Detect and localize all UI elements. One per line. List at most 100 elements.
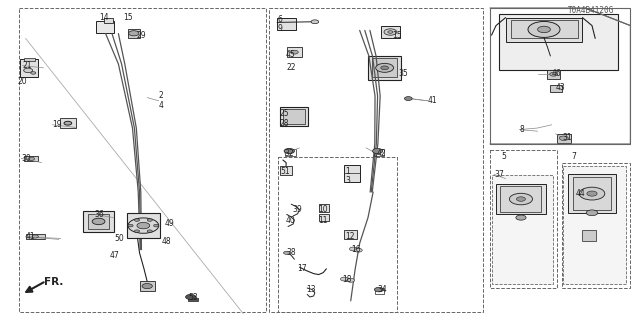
Bar	[24, 156, 38, 161]
Text: 34: 34	[378, 285, 387, 294]
Bar	[287, 47, 302, 57]
Bar	[492, 175, 553, 284]
Bar	[573, 177, 611, 210]
Circle shape	[137, 222, 150, 229]
Text: 4: 4	[159, 101, 164, 110]
Bar	[550, 85, 562, 92]
Bar	[285, 149, 296, 156]
Text: 12: 12	[346, 232, 355, 241]
Text: 36: 36	[95, 210, 104, 219]
Circle shape	[381, 66, 388, 70]
Text: 7: 7	[571, 152, 576, 161]
Circle shape	[579, 187, 605, 200]
Circle shape	[128, 224, 133, 227]
Bar	[127, 213, 160, 238]
Circle shape	[32, 235, 38, 238]
Text: 42: 42	[376, 149, 386, 158]
Bar	[88, 214, 109, 229]
Text: 53: 53	[189, 293, 198, 302]
Text: 22: 22	[286, 63, 296, 72]
Circle shape	[64, 121, 72, 125]
Circle shape	[516, 197, 525, 201]
Bar	[368, 56, 401, 80]
Text: 48: 48	[161, 237, 171, 246]
Bar	[568, 174, 616, 213]
Bar	[500, 186, 541, 212]
Circle shape	[129, 31, 139, 36]
Circle shape	[186, 294, 196, 300]
Circle shape	[142, 284, 152, 289]
Circle shape	[376, 63, 394, 72]
Circle shape	[374, 287, 383, 292]
Bar	[188, 298, 198, 301]
Bar	[582, 230, 596, 241]
Bar	[499, 14, 618, 70]
Text: 41: 41	[26, 232, 35, 241]
Text: 3: 3	[346, 176, 351, 185]
Bar	[278, 157, 397, 312]
Circle shape	[31, 72, 36, 74]
Text: 25: 25	[280, 109, 289, 118]
Text: 17: 17	[298, 264, 307, 273]
Circle shape	[154, 224, 159, 227]
Text: 13: 13	[306, 285, 316, 294]
Text: 39: 39	[292, 205, 302, 214]
Text: 41: 41	[428, 96, 437, 105]
Bar	[506, 18, 582, 42]
Circle shape	[311, 20, 319, 24]
Bar	[372, 58, 397, 77]
Bar	[96, 21, 114, 33]
Text: 28: 28	[280, 119, 289, 128]
Bar	[344, 230, 357, 239]
Circle shape	[28, 157, 35, 160]
Bar	[20, 59, 38, 77]
Text: 15: 15	[124, 13, 133, 22]
Circle shape	[349, 247, 357, 251]
Text: 18: 18	[342, 276, 352, 284]
Bar	[104, 18, 113, 23]
Circle shape	[291, 50, 298, 54]
Bar	[269, 8, 483, 312]
Text: 43: 43	[556, 84, 565, 92]
Circle shape	[587, 191, 597, 196]
Bar	[381, 26, 400, 38]
Bar	[375, 288, 384, 294]
Text: 44: 44	[576, 189, 586, 198]
Circle shape	[147, 219, 152, 221]
Bar	[490, 150, 557, 288]
Bar	[511, 20, 578, 38]
Bar	[557, 134, 571, 143]
Circle shape	[340, 277, 348, 281]
Bar	[128, 29, 140, 38]
Circle shape	[284, 251, 290, 254]
Circle shape	[516, 215, 526, 220]
Circle shape	[355, 248, 362, 252]
Bar	[283, 109, 305, 124]
Text: 9: 9	[277, 24, 282, 33]
Circle shape	[384, 29, 397, 35]
Circle shape	[284, 148, 294, 154]
Text: 8: 8	[520, 125, 524, 134]
Circle shape	[347, 278, 355, 282]
Text: 32: 32	[285, 149, 294, 158]
Bar	[496, 184, 546, 214]
Circle shape	[92, 218, 105, 225]
Circle shape	[128, 218, 159, 233]
Bar	[60, 118, 76, 128]
Bar	[277, 18, 296, 30]
Text: 31: 31	[562, 133, 572, 142]
Circle shape	[528, 21, 560, 37]
Text: 19: 19	[52, 120, 62, 129]
Bar	[344, 165, 360, 182]
Text: 5: 5	[502, 152, 507, 161]
Circle shape	[586, 210, 598, 216]
Text: 16: 16	[351, 245, 360, 254]
Text: 49: 49	[165, 220, 175, 228]
Text: 50: 50	[114, 234, 124, 243]
Text: FR.: FR.	[44, 276, 63, 287]
Bar	[319, 214, 329, 221]
Bar	[26, 234, 45, 239]
Text: 1: 1	[346, 167, 350, 176]
Text: 29: 29	[136, 31, 146, 40]
Text: 45: 45	[286, 50, 296, 59]
